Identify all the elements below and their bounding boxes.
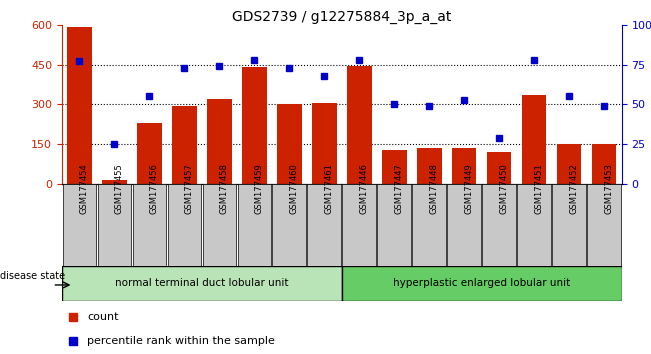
Text: GSM177458: GSM177458 — [219, 163, 229, 213]
Text: GSM177447: GSM177447 — [395, 163, 403, 213]
Text: count: count — [87, 312, 118, 322]
Text: GSM177460: GSM177460 — [289, 163, 298, 213]
Text: GSM177454: GSM177454 — [79, 163, 89, 213]
Text: disease state: disease state — [0, 272, 65, 281]
Bar — [307, 184, 341, 266]
Bar — [342, 184, 376, 266]
Text: percentile rank within the sample: percentile rank within the sample — [87, 336, 275, 346]
Text: GSM177446: GSM177446 — [359, 163, 368, 213]
Text: GSM177459: GSM177459 — [255, 163, 263, 213]
Bar — [417, 148, 441, 184]
Bar — [242, 67, 266, 184]
Bar — [102, 180, 126, 184]
Bar — [62, 266, 342, 301]
Bar — [557, 144, 581, 184]
Bar — [347, 66, 372, 184]
Text: hyperplastic enlarged lobular unit: hyperplastic enlarged lobular unit — [393, 278, 570, 288]
Bar — [167, 184, 201, 266]
Bar — [587, 184, 621, 266]
Bar — [172, 106, 197, 184]
Bar — [273, 184, 306, 266]
Bar — [277, 104, 301, 184]
Text: normal terminal duct lobular unit: normal terminal duct lobular unit — [115, 278, 288, 288]
Bar — [482, 184, 516, 266]
Bar — [98, 184, 131, 266]
Bar — [238, 184, 271, 266]
Bar — [382, 149, 406, 184]
Bar — [452, 148, 477, 184]
Text: GSM177453: GSM177453 — [604, 163, 613, 213]
Bar — [137, 123, 161, 184]
Bar — [487, 152, 512, 184]
Bar — [518, 184, 551, 266]
Text: GSM177449: GSM177449 — [464, 163, 473, 213]
Bar — [133, 184, 166, 266]
Text: GSM177450: GSM177450 — [499, 163, 508, 213]
Bar — [413, 184, 446, 266]
Text: GSM177461: GSM177461 — [324, 163, 333, 213]
Bar — [62, 184, 96, 266]
Text: GSM177456: GSM177456 — [149, 163, 158, 213]
Bar — [592, 144, 616, 184]
Bar — [378, 184, 411, 266]
Bar — [207, 99, 232, 184]
Bar — [312, 103, 337, 184]
Bar — [67, 27, 92, 184]
Title: GDS2739 / g12275884_3p_a_at: GDS2739 / g12275884_3p_a_at — [232, 10, 451, 24]
Bar — [522, 95, 546, 184]
Bar — [342, 266, 622, 301]
Bar — [553, 184, 586, 266]
Bar — [447, 184, 481, 266]
Bar — [202, 184, 236, 266]
Text: GSM177455: GSM177455 — [115, 163, 123, 213]
Text: GSM177448: GSM177448 — [429, 163, 438, 213]
Text: GSM177452: GSM177452 — [569, 163, 578, 213]
Text: GSM177457: GSM177457 — [184, 163, 193, 213]
Text: GSM177451: GSM177451 — [534, 163, 543, 213]
